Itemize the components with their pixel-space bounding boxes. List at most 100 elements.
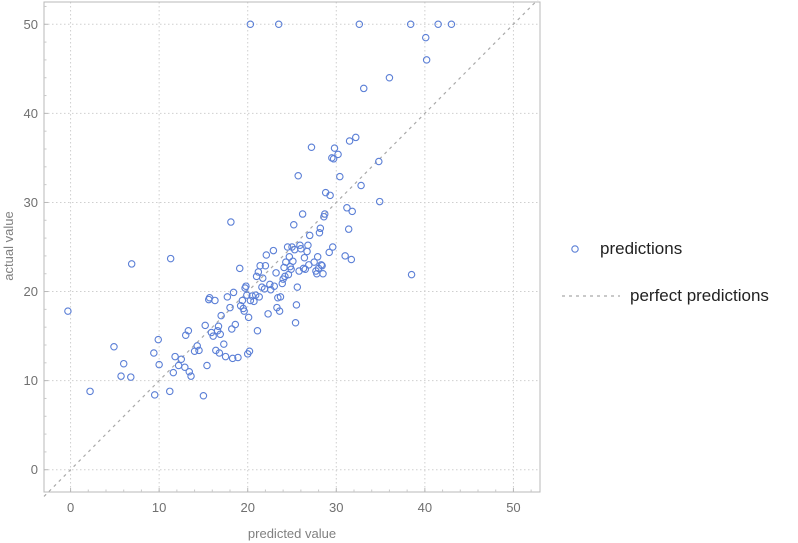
legend: predictions perfect predictions <box>562 239 769 305</box>
data-point <box>166 387 174 396</box>
legend-label-predictions: predictions <box>600 239 682 258</box>
data-point <box>211 296 219 305</box>
data-point <box>319 269 327 278</box>
data-point <box>285 253 294 261</box>
data-point <box>434 20 442 29</box>
data-point <box>447 20 456 29</box>
data-point <box>242 282 250 290</box>
data-point <box>270 282 279 290</box>
data-point <box>292 301 301 309</box>
data-point <box>325 248 333 257</box>
data-point <box>251 291 260 299</box>
data-point <box>317 261 325 269</box>
data-point <box>287 265 295 274</box>
data-point <box>303 247 311 256</box>
data-point <box>301 265 310 274</box>
data-point <box>215 349 224 357</box>
data-point <box>348 207 356 216</box>
data-point <box>298 210 307 218</box>
data-point <box>155 360 163 369</box>
x-axis-label: predicted value <box>248 526 336 541</box>
data-point <box>297 245 305 253</box>
data-point <box>310 258 318 266</box>
data-point <box>201 321 209 330</box>
data-point <box>228 325 236 333</box>
data-point <box>110 343 118 351</box>
data-point <box>341 252 349 260</box>
data-point <box>300 253 309 262</box>
data-point <box>274 20 283 29</box>
data-point <box>255 293 263 301</box>
plot-border <box>43 1 541 493</box>
y-tick-label: 10 <box>24 373 38 388</box>
perfect-predictions-line <box>43 0 539 497</box>
y-axis-ticks: 0 10 20 30 40 50 <box>24 5 48 477</box>
data-point <box>266 280 274 289</box>
data-point <box>181 363 189 372</box>
data-point <box>169 368 178 377</box>
data-point <box>238 296 247 305</box>
data-point <box>329 155 338 163</box>
data-point <box>330 144 339 152</box>
data-point <box>209 332 217 340</box>
data-point <box>119 359 128 368</box>
data-point <box>256 261 264 270</box>
data-point <box>278 279 287 288</box>
data-point <box>334 150 342 159</box>
data-point <box>231 320 240 329</box>
data-point <box>407 270 416 279</box>
data-point <box>240 307 248 315</box>
data-point <box>291 318 300 327</box>
data-point <box>272 269 280 277</box>
data-point <box>226 303 234 312</box>
data-point <box>171 352 179 361</box>
y-tick-label: 0 <box>31 462 38 477</box>
data-point <box>220 340 228 348</box>
data-point <box>422 56 431 64</box>
data-point <box>316 224 325 233</box>
data-point <box>245 347 254 355</box>
data-point <box>375 157 383 166</box>
data-point <box>246 20 255 29</box>
data-point <box>276 293 285 301</box>
data-point <box>336 172 344 181</box>
data-point <box>253 326 262 335</box>
data-point <box>347 255 356 264</box>
data-point <box>343 204 351 212</box>
data-point <box>385 73 394 82</box>
data-point <box>304 241 312 249</box>
data-point <box>264 310 272 318</box>
plot-frame <box>43 1 541 493</box>
legend-marker-predictions <box>571 245 579 253</box>
data-point <box>326 191 334 200</box>
data-point <box>229 288 238 297</box>
data-point <box>216 330 225 339</box>
data-point <box>246 296 255 305</box>
data-point <box>223 293 232 301</box>
data-point <box>293 283 302 291</box>
data-point <box>154 335 163 344</box>
data-point <box>421 33 430 42</box>
data-point <box>234 353 242 362</box>
data-point <box>217 311 225 320</box>
data-point <box>357 181 365 190</box>
y-tick-label: 40 <box>24 106 38 121</box>
x-axis-ticks: 0 10 20 30 40 50 <box>67 488 532 515</box>
data-point <box>352 133 360 142</box>
data-point <box>406 20 415 29</box>
data-point <box>281 272 289 281</box>
x-tick-label: 20 <box>240 500 254 515</box>
data-point <box>315 228 324 237</box>
data-point <box>184 326 193 335</box>
data-point <box>235 264 244 273</box>
data-point <box>289 257 297 266</box>
data-point <box>127 260 136 268</box>
data-point <box>283 243 292 251</box>
data-point <box>244 313 253 322</box>
data-point <box>248 292 256 300</box>
y-tick-label: 30 <box>24 195 38 210</box>
x-tick-label: 40 <box>418 500 432 515</box>
x-tick-label: 50 <box>506 500 520 515</box>
data-point <box>203 361 211 370</box>
